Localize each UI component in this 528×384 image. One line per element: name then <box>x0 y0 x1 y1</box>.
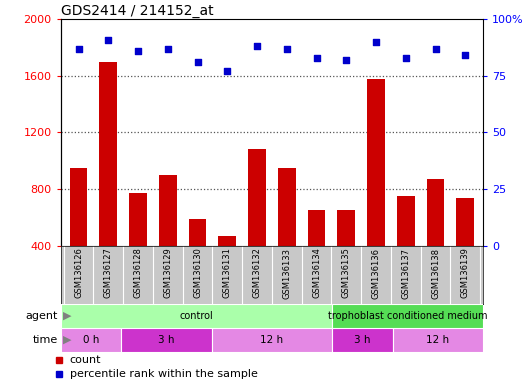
Text: percentile rank within the sample: percentile rank within the sample <box>70 369 258 379</box>
Text: GSM136126: GSM136126 <box>74 248 83 298</box>
Bar <box>397 196 414 246</box>
Text: GSM136131: GSM136131 <box>223 248 232 298</box>
Text: 3 h: 3 h <box>158 335 175 345</box>
Bar <box>248 149 266 246</box>
Bar <box>61 304 332 328</box>
Bar <box>456 198 474 246</box>
Text: 0 h: 0 h <box>83 335 99 345</box>
Point <box>253 43 261 50</box>
Text: GSM136132: GSM136132 <box>252 248 261 298</box>
Text: 12 h: 12 h <box>260 335 284 345</box>
Bar <box>393 328 483 352</box>
Text: GSM136129: GSM136129 <box>163 248 172 298</box>
Bar <box>308 210 325 246</box>
Text: GSM136136: GSM136136 <box>372 248 381 298</box>
Text: GSM136139: GSM136139 <box>461 248 470 298</box>
Bar <box>332 328 393 352</box>
Text: GSM136135: GSM136135 <box>342 248 351 298</box>
Point <box>282 46 291 52</box>
Text: GSM136130: GSM136130 <box>193 248 202 298</box>
Text: GSM136138: GSM136138 <box>431 248 440 298</box>
Bar <box>159 175 177 246</box>
Text: 12 h: 12 h <box>426 335 449 345</box>
Bar <box>367 79 385 246</box>
Bar <box>129 194 147 246</box>
Point <box>164 46 172 52</box>
Text: GDS2414 / 214152_at: GDS2414 / 214152_at <box>61 4 213 18</box>
Point <box>134 48 142 54</box>
Point <box>74 46 83 52</box>
Bar <box>121 328 212 352</box>
Text: GSM136137: GSM136137 <box>401 248 410 298</box>
Bar <box>278 168 296 246</box>
Point <box>342 57 351 63</box>
Text: agent: agent <box>26 311 58 321</box>
Text: time: time <box>33 335 58 345</box>
Bar <box>70 168 88 246</box>
Text: GSM136127: GSM136127 <box>104 248 113 298</box>
Bar <box>427 179 445 246</box>
Point <box>431 46 440 52</box>
Text: GSM136128: GSM136128 <box>134 248 143 298</box>
Bar <box>99 62 117 246</box>
Point <box>313 55 321 61</box>
Point <box>461 52 469 58</box>
Text: ▶: ▶ <box>63 335 72 345</box>
Point <box>372 39 380 45</box>
Text: count: count <box>70 355 101 365</box>
Bar <box>332 304 483 328</box>
Text: GSM136134: GSM136134 <box>312 248 321 298</box>
Bar <box>61 328 121 352</box>
Bar <box>337 210 355 246</box>
Bar <box>188 219 206 246</box>
Text: GSM136133: GSM136133 <box>282 248 291 298</box>
Point <box>402 55 410 61</box>
Point <box>223 68 231 74</box>
Text: control: control <box>180 311 213 321</box>
Point <box>104 36 112 43</box>
Text: ▶: ▶ <box>63 311 72 321</box>
Text: 3 h: 3 h <box>354 335 371 345</box>
Bar <box>212 328 332 352</box>
Text: trophoblast conditioned medium: trophoblast conditioned medium <box>328 311 487 321</box>
Bar <box>219 236 236 246</box>
Point <box>193 59 202 65</box>
